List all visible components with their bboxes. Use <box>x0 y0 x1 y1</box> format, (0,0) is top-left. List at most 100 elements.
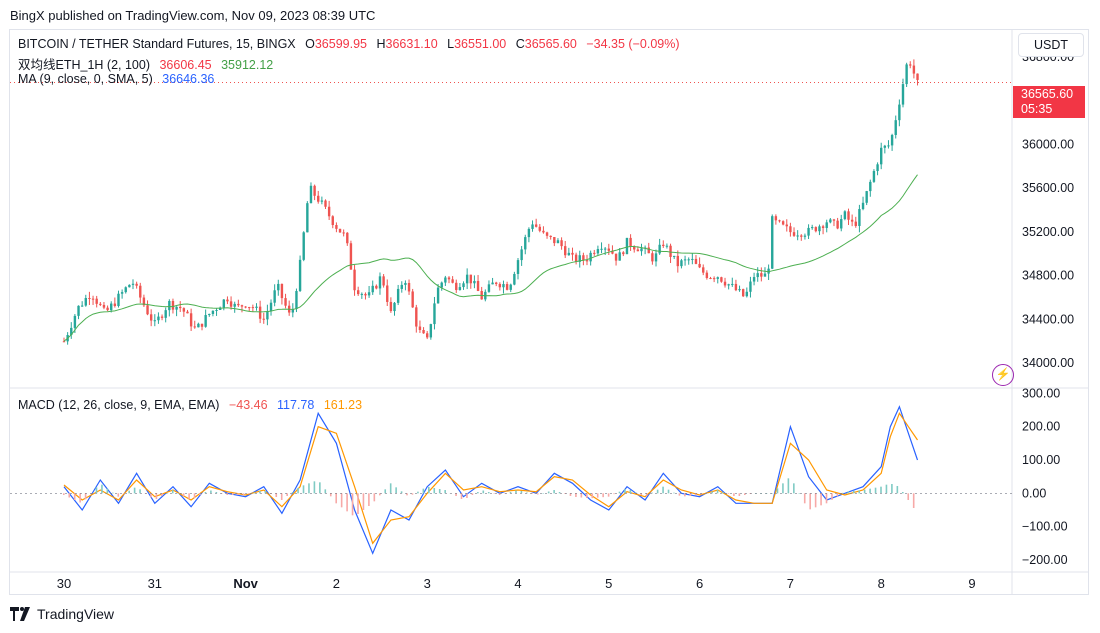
candle-body <box>157 316 160 321</box>
macd-histogram-bar <box>259 491 261 494</box>
candle-body <box>465 274 469 284</box>
candle-body <box>149 314 153 321</box>
macd-histogram-bar <box>487 492 490 494</box>
candle-body <box>818 226 821 232</box>
price-tick-label: 35600.00 <box>1022 181 1074 195</box>
candle-body <box>349 243 353 270</box>
candle-body <box>898 104 901 121</box>
candle-body <box>498 283 502 288</box>
candle-body <box>255 306 258 308</box>
candle-body <box>306 203 309 233</box>
candle-body <box>800 235 803 237</box>
macd-tick-label: 300.00 <box>1022 386 1060 400</box>
candle-body <box>70 327 73 336</box>
macd-histogram-bar <box>798 493 801 494</box>
candle-body <box>596 249 600 254</box>
candle-body <box>462 283 465 288</box>
candle-body <box>843 211 847 220</box>
candle-body <box>436 287 440 304</box>
macd-histogram-bar <box>68 493 71 498</box>
candle-body <box>62 341 66 343</box>
macd-histogram-bar <box>286 493 288 496</box>
candle-body <box>905 64 908 85</box>
candle-body <box>251 307 255 309</box>
candle-body <box>702 267 705 273</box>
candle-body <box>429 324 433 338</box>
candle-body <box>872 171 876 182</box>
macd-histogram-bar <box>645 493 648 496</box>
macd-histogram-bar <box>166 493 169 494</box>
candle-body <box>335 225 338 229</box>
footer-brand[interactable]: TradingView <box>10 606 114 622</box>
macd-histogram-bar <box>460 493 463 499</box>
candle-body <box>516 260 520 274</box>
candle-body <box>810 227 814 229</box>
macd-histogram-bar <box>329 493 332 497</box>
lightning-icon[interactable]: ⚡ <box>992 364 1014 386</box>
candle-body <box>189 313 193 327</box>
candle-body <box>789 226 792 233</box>
macd-histogram-bar <box>912 493 915 508</box>
macd-tick-label: 0.00 <box>1022 486 1046 500</box>
candle-body <box>887 145 890 147</box>
candle-body <box>277 283 280 291</box>
macd-histogram-bar <box>177 493 180 494</box>
macd-line <box>63 405 919 555</box>
candle-body <box>683 259 687 261</box>
candle-body <box>752 277 756 282</box>
macd-hist-value: −43.46 <box>228 398 268 412</box>
macd-histogram-bar <box>814 493 817 508</box>
macd-histogram-bar <box>171 490 174 494</box>
candle-body <box>360 293 364 295</box>
indicator1-value2: 35912.12 <box>221 58 274 72</box>
macd-histogram-bar <box>73 493 76 500</box>
macd-histogram-bar <box>319 482 321 494</box>
candle-body <box>298 259 302 291</box>
candle-body <box>179 306 182 309</box>
candle-body <box>324 200 327 207</box>
candle-body <box>825 222 828 229</box>
candle-body <box>338 228 342 233</box>
candle-body <box>495 282 498 284</box>
candle-body <box>665 245 669 247</box>
candle-body <box>226 299 229 302</box>
open-value: 36599.95 <box>314 37 367 51</box>
candle-body <box>545 232 549 236</box>
candle-body <box>382 276 385 286</box>
candle-body <box>248 307 251 309</box>
candle-body <box>672 255 676 257</box>
candle-body <box>633 246 636 250</box>
macd-histogram-bar <box>820 493 822 506</box>
candle-body <box>262 318 265 320</box>
indicator1-value1: 36606.45 <box>159 58 212 72</box>
macd-histogram-bar <box>575 493 577 497</box>
candle-body <box>171 300 175 310</box>
macd-histogram-bar <box>297 488 299 494</box>
macd-histogram-bar <box>901 492 904 494</box>
macd-histogram-bar <box>466 493 468 498</box>
currency-button[interactable]: USDT <box>1018 33 1084 57</box>
macd-histogram-bar <box>907 493 910 500</box>
indicator1-name: 双均线ETH_1H (2, 100) <box>18 58 150 72</box>
candle-body <box>582 255 585 261</box>
candle-body <box>200 323 204 327</box>
time-tick-label: 6 <box>696 576 703 591</box>
candle-body <box>861 202 865 210</box>
candle-body <box>909 64 912 66</box>
candle-body <box>513 273 516 285</box>
candle-body <box>317 195 320 202</box>
time-tick-label: 4 <box>514 576 521 591</box>
ma-name: MA (9, close, 0, SMA, 5) <box>18 72 153 86</box>
candle-body <box>847 211 850 220</box>
candle-body <box>476 280 480 291</box>
candle-body <box>901 84 905 105</box>
macd-histogram-bar <box>313 481 316 494</box>
macd-histogram-bar <box>280 493 283 500</box>
time-tick-label: Nov <box>233 576 258 591</box>
macd-histogram-bar <box>896 486 899 494</box>
candle-body <box>814 227 818 232</box>
macd-histogram-bar <box>79 493 81 503</box>
macd-histogram-bar <box>155 493 158 499</box>
bar-countdown: 05:35 <box>1021 102 1053 116</box>
